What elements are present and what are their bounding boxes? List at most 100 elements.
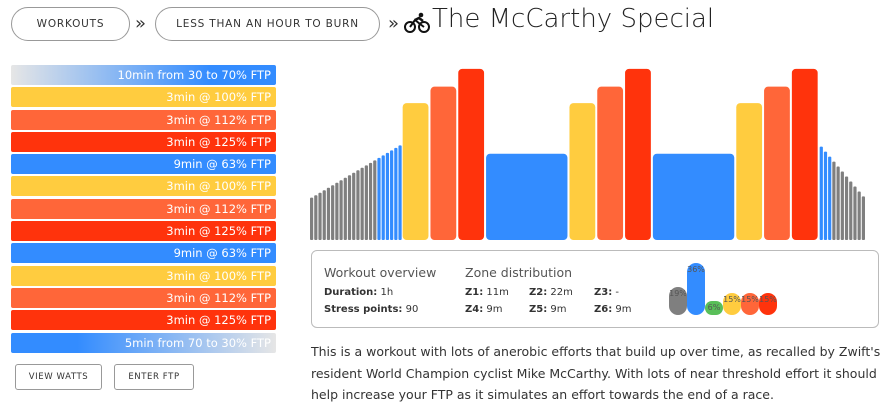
duration-row: Duration: 1h: [324, 287, 393, 298]
zone-label: Z1:: [465, 287, 484, 298]
zone-label: Z5:: [529, 304, 548, 315]
zone-heading: Zone distribution: [465, 265, 573, 280]
ramp-step: [823, 151, 828, 240]
ramp-step: [352, 172, 356, 240]
ramp-step: [836, 166, 840, 240]
duration-label: Duration:: [324, 287, 378, 298]
enter-ftp-button[interactable]: Enter FTP: [114, 364, 194, 390]
zone-bar-label: 15%: [741, 295, 759, 305]
zone-bar: 15%: [723, 293, 741, 315]
breadcrumb-separator: »: [388, 13, 400, 34]
workouts-breadcrumb-button[interactable]: Workouts: [11, 7, 130, 41]
segment-item: 3min @ 100% FTP: [11, 87, 276, 108]
ramp-step: [390, 150, 394, 240]
ramp-step: [314, 195, 318, 240]
ramp-step: [364, 165, 368, 240]
segment-item: 3min @ 100% FTP: [11, 265, 276, 286]
segment-item: 5min from 70 to 30% FTP: [11, 332, 276, 353]
ramp-step: [322, 190, 326, 240]
zone-item: Z1: 11m: [465, 287, 509, 298]
ramp-step: [844, 176, 849, 240]
ramp-step: [385, 152, 390, 240]
zone-label: Z6:: [594, 304, 613, 315]
workout-overview-panel: Workout overview Duration: 1h Stress poi…: [311, 250, 879, 328]
ramp-step: [394, 147, 398, 240]
stress-label: Stress points:: [324, 304, 403, 315]
segment-item: 3min @ 100% FTP: [11, 176, 276, 197]
duration-value: 1h: [380, 287, 394, 298]
overview-heading: Workout overview: [324, 265, 437, 280]
segment-item: 3min @ 125% FTP: [11, 221, 276, 242]
ramp-step: [347, 175, 352, 240]
zone-item: Z3: -: [594, 287, 619, 298]
ramp-step: [819, 146, 823, 240]
zone-bar-label: 15%: [759, 295, 777, 305]
segment-item: 3min @ 112% FTP: [11, 198, 276, 219]
ramp-step: [326, 187, 331, 240]
page-title: The McCarthy Special: [432, 4, 715, 34]
ramp-step: [368, 162, 373, 240]
workout-description: This is a workout with lots of anerobic …: [311, 344, 881, 402]
segment-item: 3min @ 112% FTP: [11, 109, 276, 130]
ramp-step: [857, 191, 861, 240]
zone-item: Z4: 9m: [465, 304, 503, 315]
segment-item: 3min @ 125% FTP: [11, 131, 276, 152]
ramp-step: [832, 161, 836, 240]
breadcrumb-separator: »: [135, 13, 147, 34]
ramp-step: [335, 182, 339, 240]
zone-label: Z4:: [465, 304, 484, 315]
interval-bar: [486, 153, 568, 240]
zone-value: 9m: [550, 304, 567, 315]
ramp-step: [853, 186, 857, 240]
zone-item: Z5: 9m: [529, 304, 567, 315]
interval-bar: [791, 68, 818, 240]
workout-graph: [310, 68, 865, 241]
zone-bar: 15%: [759, 293, 777, 315]
zone-label: Z3:: [594, 287, 613, 298]
interval-bar: [597, 86, 624, 241]
ramp-step: [310, 197, 314, 240]
ramp-step: [849, 181, 853, 240]
zone-label: Z2:: [529, 287, 548, 298]
interval-bar: [764, 86, 790, 241]
ramp-step: [377, 157, 381, 240]
interval-bar: [736, 103, 763, 240]
segment-item: 3min @ 125% FTP: [11, 310, 276, 331]
segment-item: 9min @ 63% FTP: [11, 154, 276, 175]
ramp-step: [356, 170, 360, 240]
zone-value: 9m: [486, 304, 503, 315]
interval-bar: [402, 103, 429, 240]
ramp-step: [343, 177, 347, 240]
segment-list: 10min from 30 to 70% FTP 3min @ 100% FTP 3…: [11, 65, 276, 355]
zone-value: 11m: [486, 287, 509, 298]
zone-bar-label: 19%: [669, 289, 687, 299]
category-breadcrumb-button[interactable]: Less than an hour to burn: [155, 7, 380, 41]
ramp-step: [381, 155, 385, 240]
ramp-step: [318, 192, 322, 240]
cyclist-icon: [404, 12, 430, 39]
view-watts-button[interactable]: View watts: [15, 364, 102, 390]
segment-item: 3min @ 112% FTP: [11, 287, 276, 308]
segment-item: 9min @ 63% FTP: [11, 243, 276, 264]
interval-bar: [569, 103, 596, 240]
zone-value: 9m: [615, 304, 632, 315]
interval-bar: [458, 68, 485, 240]
interval-bar: [625, 68, 651, 240]
stress-row: Stress points: 90: [324, 304, 418, 315]
interval-bar: [652, 153, 735, 240]
zone-bar: 36%: [687, 262, 705, 315]
zone-item: Z6: 9m: [594, 304, 632, 315]
ramp-step: [373, 160, 377, 240]
zone-value: 22m: [550, 287, 573, 298]
ramp-step: [339, 180, 343, 240]
ramp-step: [360, 167, 364, 240]
ramp-step: [828, 156, 832, 240]
zone-bar-label: 15%: [723, 295, 741, 305]
segment-item: 10min from 30 to 70% FTP: [11, 65, 276, 85]
stress-value: 90: [405, 304, 419, 315]
zone-bar-label: 6%: [707, 303, 721, 312]
ramp-step: [398, 145, 402, 240]
zone-bar-label: 36%: [687, 264, 705, 274]
zone-item: Z2: 22m: [529, 287, 573, 298]
zone-bar: 6%: [705, 301, 723, 315]
